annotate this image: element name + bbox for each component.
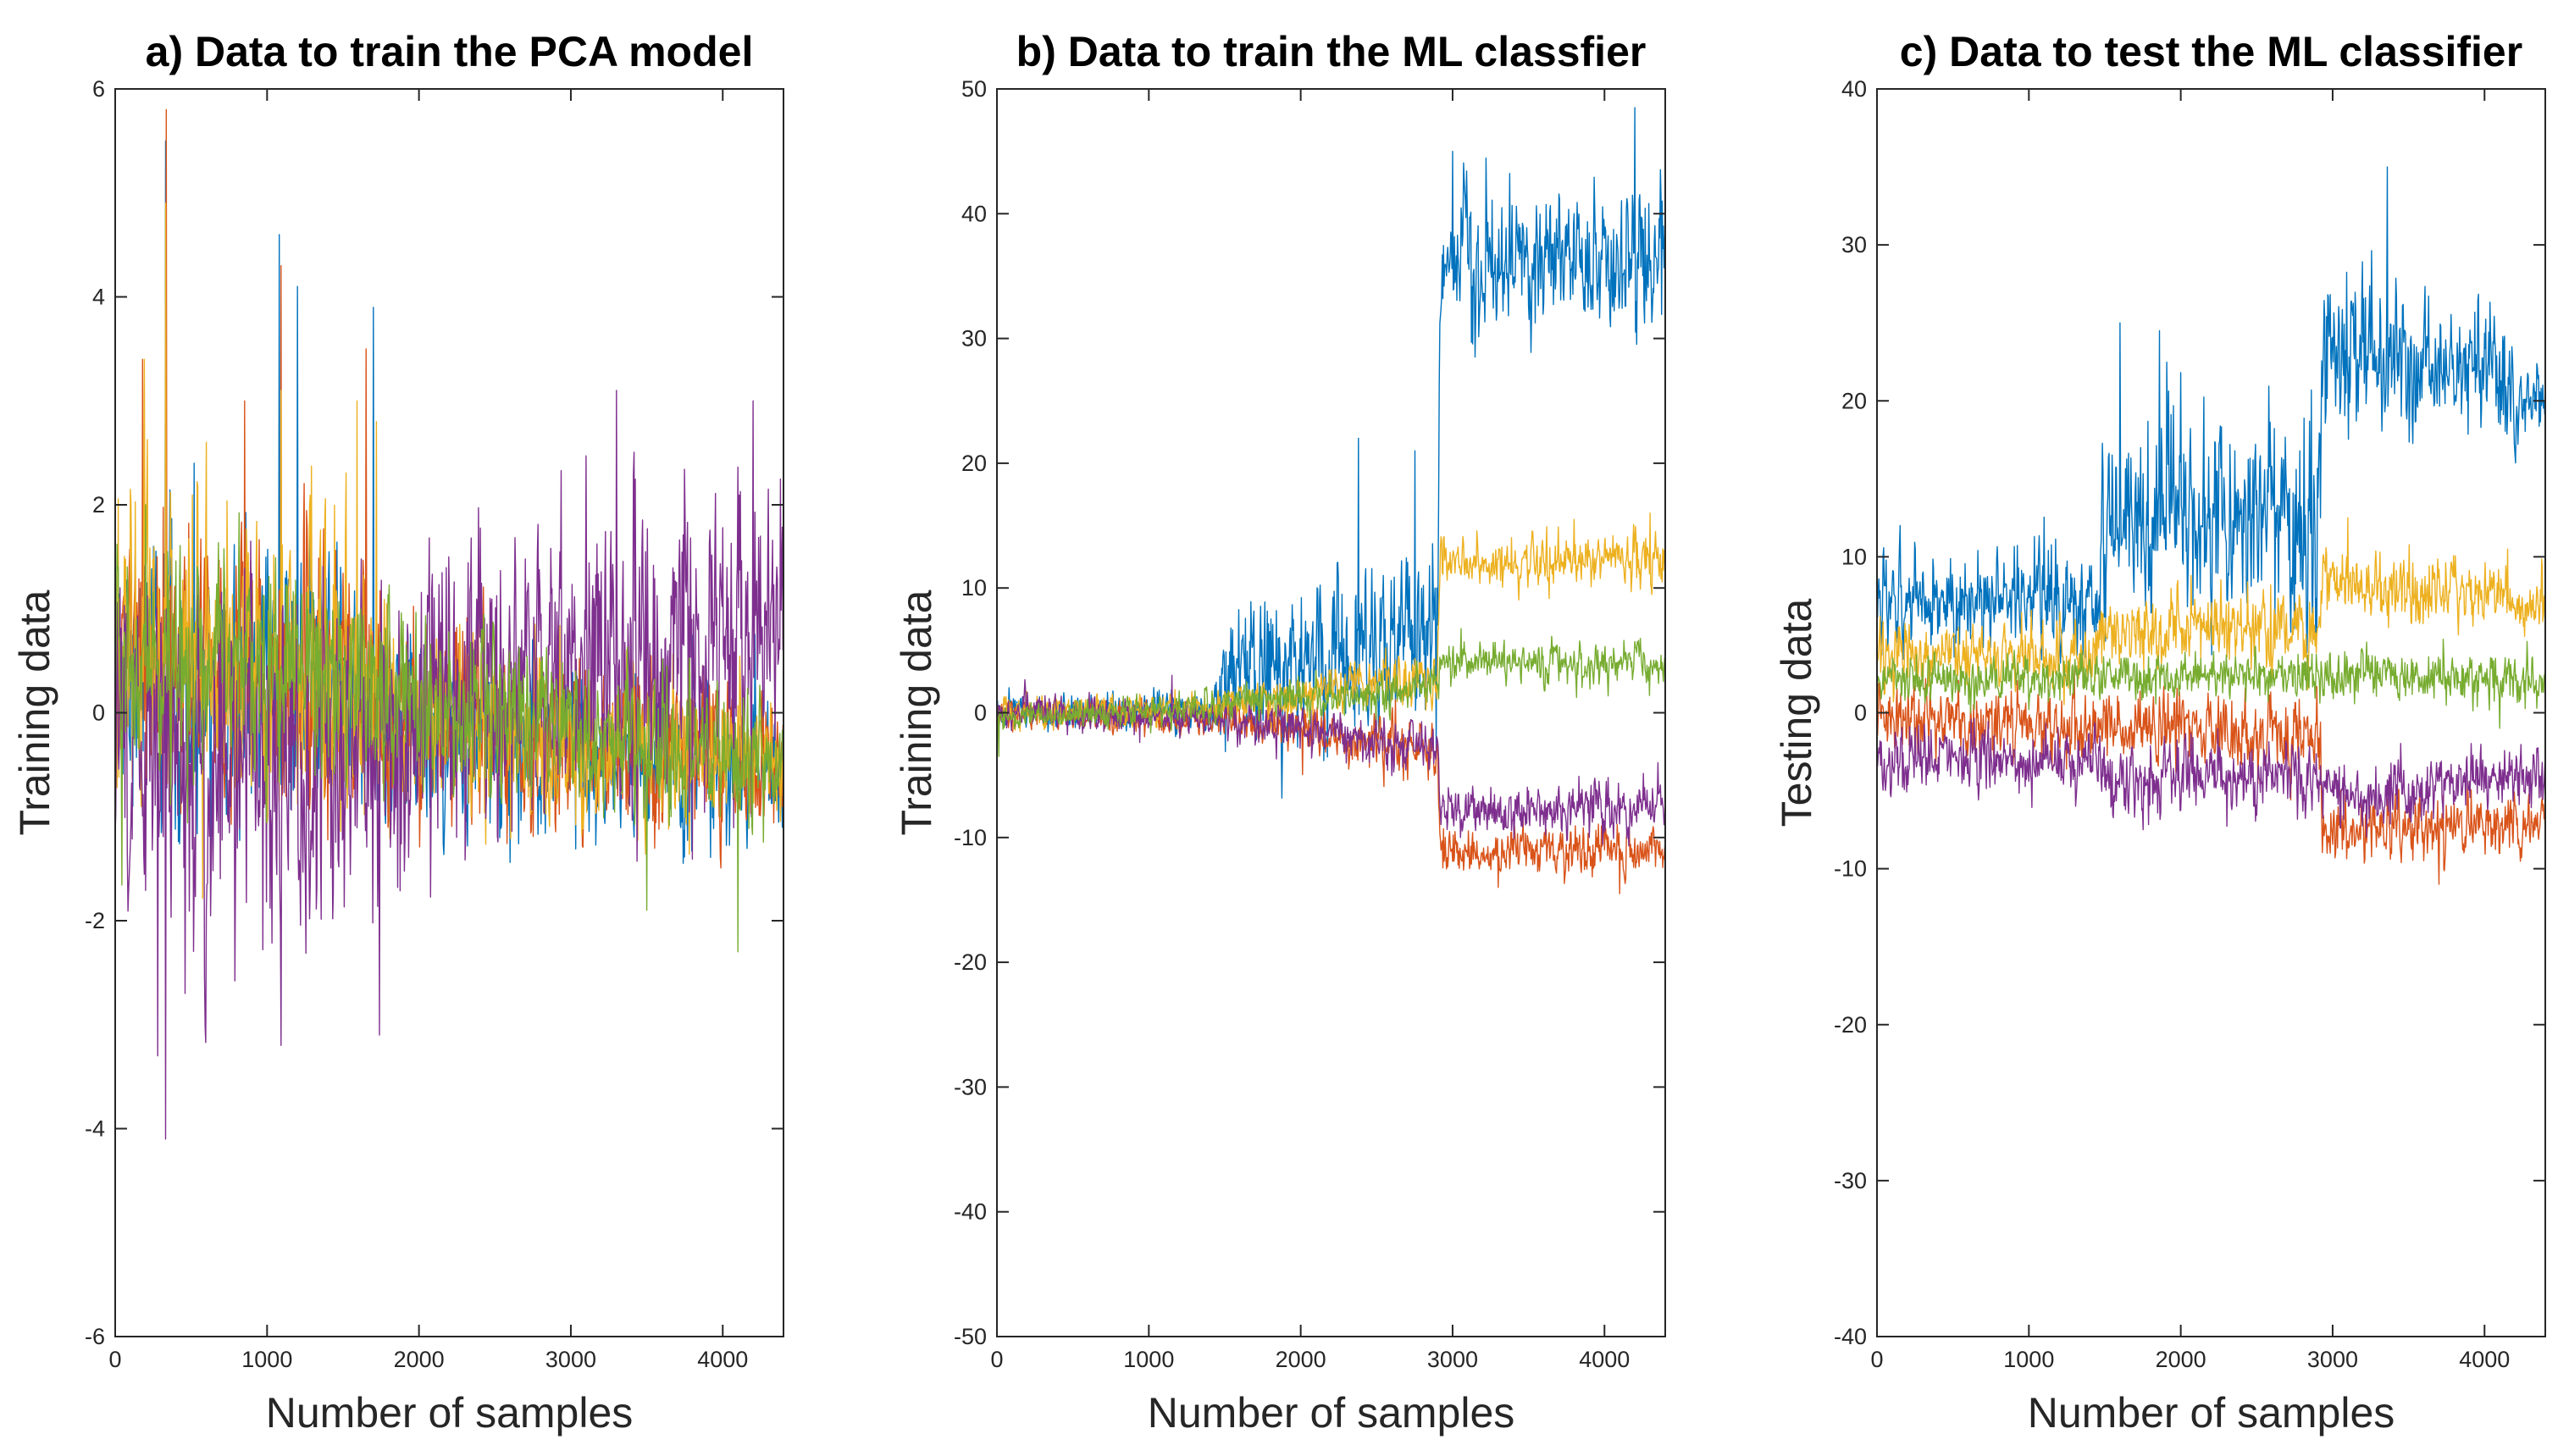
panel-title: b) Data to train the ML classfier — [1016, 28, 1647, 75]
x-axis-label: Number of samples — [1148, 1389, 1515, 1437]
y-axis-label: Training data — [11, 590, 58, 835]
y-tick-label: 4 — [92, 285, 105, 310]
x-tick-label: 3000 — [1427, 1347, 1478, 1372]
series-line-2 — [1877, 666, 2545, 885]
x-tick-label: 4000 — [1579, 1347, 1630, 1372]
x-tick-label: 3000 — [545, 1347, 596, 1372]
y-tick-label: 40 — [1841, 76, 1867, 102]
x-tick-label: 3000 — [2307, 1347, 2358, 1372]
x-tick-label: 2000 — [1276, 1347, 1326, 1372]
y-tick-label: -20 — [1834, 1012, 1867, 1038]
panel-1: 0 1000 2000 3000 4000 -6 -4 -2 0 2 4 6 a) Data to tr… — [11, 28, 784, 1437]
y-tick-label: -10 — [954, 825, 987, 850]
series-group — [997, 107, 1665, 894]
x-tick-label: 4000 — [2459, 1347, 2510, 1372]
y-axis-label: Testing data — [1773, 598, 1820, 827]
y-tick-label: 6 — [92, 76, 105, 102]
y-tick-label: -20 — [954, 949, 987, 975]
x-tick-label: 0 — [1870, 1347, 1883, 1372]
y-tick-label: 10 — [961, 575, 987, 601]
y-tick-label: -40 — [1834, 1324, 1867, 1349]
x-tick-label: 1000 — [241, 1347, 292, 1372]
y-tick-label: -30 — [954, 1074, 987, 1099]
panel-3: 0 1000 2000 3000 4000 -40 -30 -20 -10 0 10 20 30 40 c)… — [1773, 28, 2546, 1437]
x-tick-label: 2000 — [2156, 1347, 2206, 1372]
y-tick-label: -4 — [85, 1116, 105, 1142]
y-tick-label: -50 — [954, 1324, 987, 1349]
y-tick-label: 30 — [1841, 232, 1867, 257]
x-tick-label: 0 — [108, 1347, 121, 1372]
x-tick-label: 1000 — [2003, 1347, 2054, 1372]
y-tick-label: 0 — [974, 700, 987, 726]
y-tick-label: 40 — [961, 201, 987, 226]
x-axis-label: Number of samples — [266, 1389, 634, 1437]
y-tick-label: 0 — [92, 700, 105, 726]
series-line-3 — [997, 512, 1665, 733]
y-axis-label: Training data — [893, 590, 940, 835]
y-tick-label: -10 — [1834, 856, 1867, 882]
panel-2: 0 1000 2000 3000 4000 -50 -40 -30 -20 -10 0 10 20 30 4… — [893, 28, 1666, 1437]
y-tick-label: 10 — [1841, 544, 1867, 569]
y-tick-label: -2 — [85, 908, 105, 933]
x-tick-label: 0 — [990, 1347, 1003, 1372]
series-line-4 — [1877, 717, 2545, 838]
panel-title: c) Data to test the ML classifier — [1900, 28, 2522, 75]
y-tick-label: 0 — [1854, 700, 1867, 726]
y-tick-label: 50 — [961, 76, 987, 102]
series-line-5 — [1877, 639, 2545, 737]
x-tick-label: 2000 — [394, 1347, 445, 1372]
y-tick-label: 2 — [92, 492, 105, 518]
panel-title: a) Data to train the PCA model — [146, 28, 754, 75]
series-group — [1877, 166, 2545, 885]
x-tick-label: 4000 — [697, 1347, 748, 1372]
series-group — [115, 108, 783, 1140]
x-axis-label: Number of samples — [2028, 1389, 2395, 1437]
y-tick-label: 30 — [961, 326, 987, 352]
y-tick-label: -30 — [1834, 1168, 1867, 1193]
y-tick-label: 20 — [1841, 388, 1867, 413]
series-line-5 — [115, 504, 783, 953]
y-tick-label: -40 — [954, 1199, 987, 1225]
series-line-5 — [997, 628, 1665, 757]
series-line-3 — [1877, 517, 2545, 706]
y-tick-label: 20 — [961, 451, 987, 476]
y-tick-label: -6 — [85, 1324, 105, 1349]
x-tick-label: 1000 — [1123, 1347, 1174, 1372]
series-line-4 — [115, 390, 783, 1140]
